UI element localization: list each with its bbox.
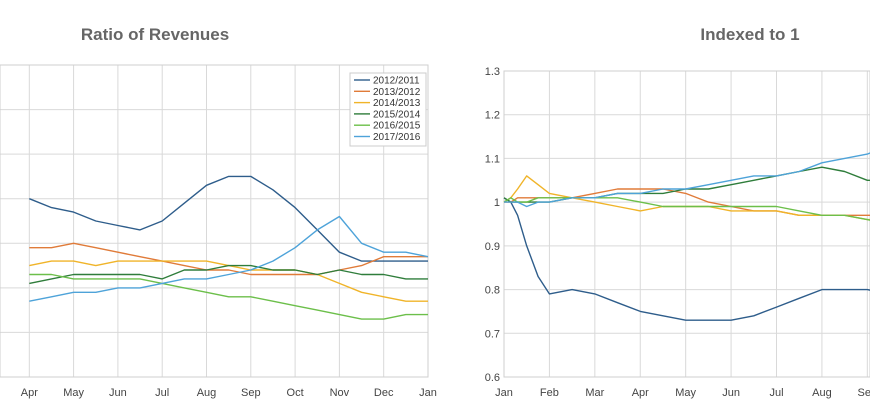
series-line-2012-2011 xyxy=(503,197,870,321)
x-tick-label: Sep xyxy=(241,387,261,399)
x-tick-label: May xyxy=(675,387,696,399)
x-tick-label: Sep xyxy=(858,387,870,399)
legend-label: 2012/2011 xyxy=(373,76,420,87)
chart-indexed-to-1: Indexed to 1 1.3 1.2 1.1 1 0.9 0.8 0.7 0.6 Jan Feb… xyxy=(485,25,870,399)
series-line-2016-2015 xyxy=(29,273,428,320)
x-tick-label: Dec xyxy=(374,387,394,399)
chart-title: Ratio of Revenues xyxy=(81,25,229,44)
series-line-2017-2016 xyxy=(504,152,870,208)
x-tick-label: Nov xyxy=(330,387,350,399)
y-tick-label: 1.1 xyxy=(485,153,500,165)
legend-box xyxy=(349,72,427,147)
chart-title: Indexed to 1 xyxy=(700,25,799,44)
x-tick-label: Jul xyxy=(155,387,169,399)
x-tick-label: Jun xyxy=(109,387,127,399)
y-tick-label: 1.2 xyxy=(485,110,500,122)
y-tick-label: 0.7 xyxy=(485,328,500,340)
series-line-2013-2012 xyxy=(504,188,870,216)
x-tick-label: Jan xyxy=(495,387,513,399)
y-tick-label: 1.3 xyxy=(485,66,500,78)
x-tick-label: Aug xyxy=(197,387,217,399)
x-tick-label: Jun xyxy=(722,387,740,399)
legend-label: 2013/2012 xyxy=(373,87,421,98)
legend-label: 2014/2013 xyxy=(373,98,421,109)
x-tick-label: Aug xyxy=(812,387,832,399)
legend-label: 2015/2014 xyxy=(373,109,421,120)
x-tick-label: Feb xyxy=(540,387,559,399)
series-line-2017-2016 xyxy=(29,215,429,302)
x-tick-label: Oct xyxy=(287,387,304,399)
series-line-2015-2014 xyxy=(503,166,870,203)
legend: 2012/20112013/20122014/20132015/20142016… xyxy=(349,72,427,147)
x-tick-label: Jan xyxy=(419,387,437,399)
x-tick-label: May xyxy=(63,387,84,399)
x-tick-label: Apr xyxy=(21,387,38,399)
plot-frame xyxy=(503,70,870,378)
y-tick-label: 0.8 xyxy=(485,285,500,297)
legend-label: 2016/2015 xyxy=(373,121,421,132)
series-line-2012-2011 xyxy=(29,175,428,262)
series-line-2015-2014 xyxy=(29,264,428,285)
x-tick-label: Jul xyxy=(769,387,783,399)
series-line-2013-2012 xyxy=(29,242,428,276)
plot-frame xyxy=(0,64,429,378)
chart-ratio-of-revenues: Ratio of Revenues Apr May Jun Jul Aug Sep Oct No… xyxy=(0,25,437,399)
x-tick-label: Mar xyxy=(585,387,604,399)
y-tick-label: 0.9 xyxy=(485,241,500,253)
x-tick-label: Apr xyxy=(632,387,649,399)
series-line-2014-2013 xyxy=(29,260,428,302)
y-tick-label: 0.6 xyxy=(485,372,500,384)
series-line-2016-2015 xyxy=(503,197,870,221)
y-tick-label: 1 xyxy=(494,197,500,209)
legend-label: 2017/2016 xyxy=(373,132,421,143)
